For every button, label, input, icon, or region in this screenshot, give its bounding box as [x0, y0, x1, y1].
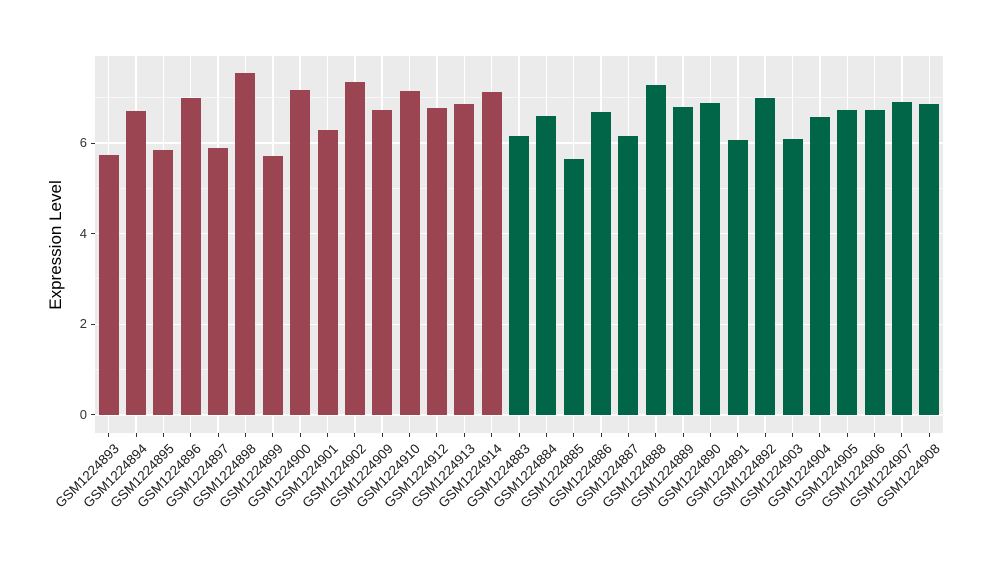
x-tick-mark	[463, 433, 465, 437]
x-tick-mark	[108, 433, 110, 437]
x-tick-mark	[354, 433, 356, 437]
bar-GSM1224888	[645, 84, 666, 415]
y-tick-label: 2	[79, 316, 87, 332]
x-tick-mark	[627, 433, 629, 437]
x-tick-mark	[244, 433, 246, 437]
bar-GSM1224900	[290, 89, 311, 415]
bar-GSM1224914	[481, 91, 502, 415]
x-tick-mark	[655, 433, 657, 437]
y-tick-mark	[91, 414, 95, 416]
bar-GSM1224895	[153, 149, 174, 415]
bar-GSM1224907	[891, 101, 912, 415]
x-tick-mark	[217, 433, 219, 437]
bar-GSM1224909	[372, 109, 393, 415]
x-tick-mark	[327, 433, 329, 437]
bar-GSM1224903	[782, 139, 803, 415]
bar-GSM1224884	[536, 115, 557, 415]
bar-GSM1224912	[426, 108, 447, 415]
x-tick-mark	[135, 433, 137, 437]
x-tick-mark	[819, 433, 821, 437]
bar-GSM1224886	[591, 111, 612, 415]
x-tick-mark	[600, 433, 602, 437]
y-axis-title: Expression Level	[46, 179, 65, 310]
bar-GSM1224898	[235, 73, 256, 415]
bar-GSM1224893	[98, 154, 119, 415]
y-tick-label: 0	[79, 406, 87, 422]
y-tick-mark	[91, 323, 95, 325]
plot-panel	[95, 56, 943, 433]
x-tick-mark	[846, 433, 848, 437]
x-tick-mark	[491, 433, 493, 437]
x-tick-mark	[190, 433, 192, 437]
bar-GSM1224891	[727, 139, 748, 415]
x-tick-mark	[573, 433, 575, 437]
x-tick-mark	[792, 433, 794, 437]
x-tick-mark	[764, 433, 766, 437]
bar-GSM1224902	[344, 81, 365, 415]
x-tick-mark	[901, 433, 903, 437]
bar-GSM1224883	[509, 135, 529, 415]
bar-GSM1224906	[864, 109, 885, 415]
x-tick-mark	[381, 433, 383, 437]
bar-GSM1224910	[399, 91, 420, 415]
y-tick-label: 6	[79, 135, 87, 150]
bar-GSM1224892	[755, 97, 776, 415]
x-tick-mark	[874, 433, 876, 437]
x-tick-mark	[299, 433, 301, 437]
bar-GSM1224894	[126, 110, 147, 415]
x-tick-mark	[545, 433, 547, 437]
bar-GSM1224908	[919, 104, 940, 415]
bar-GSM1224889	[673, 107, 694, 415]
bar-GSM1224896	[180, 98, 201, 415]
y-tick-mark	[91, 142, 95, 144]
bar-GSM1224899	[262, 155, 283, 415]
bar-GSM1224885	[563, 159, 584, 415]
bar-GSM1224890	[700, 103, 721, 415]
bar-GSM1224901	[317, 129, 338, 415]
x-tick-mark	[409, 433, 411, 437]
bar-GSM1224887	[618, 136, 639, 415]
bar-GSM1224913	[454, 104, 475, 415]
x-tick-mark	[682, 433, 684, 437]
bar-GSM1224905	[837, 109, 858, 415]
bar-GSM1224897	[208, 147, 229, 415]
x-tick-mark	[162, 433, 164, 437]
major-gridline	[95, 414, 943, 416]
x-tick-mark	[518, 433, 520, 437]
x-tick-mark	[737, 433, 739, 437]
x-tick-mark	[436, 433, 438, 437]
y-tick-mark	[91, 233, 95, 235]
bar-GSM1224904	[809, 117, 830, 415]
y-tick-label: 4	[79, 225, 87, 241]
x-tick-mark	[928, 433, 930, 437]
x-tick-mark	[709, 433, 711, 437]
x-tick-mark	[272, 433, 274, 437]
minor-gridline	[95, 97, 943, 99]
